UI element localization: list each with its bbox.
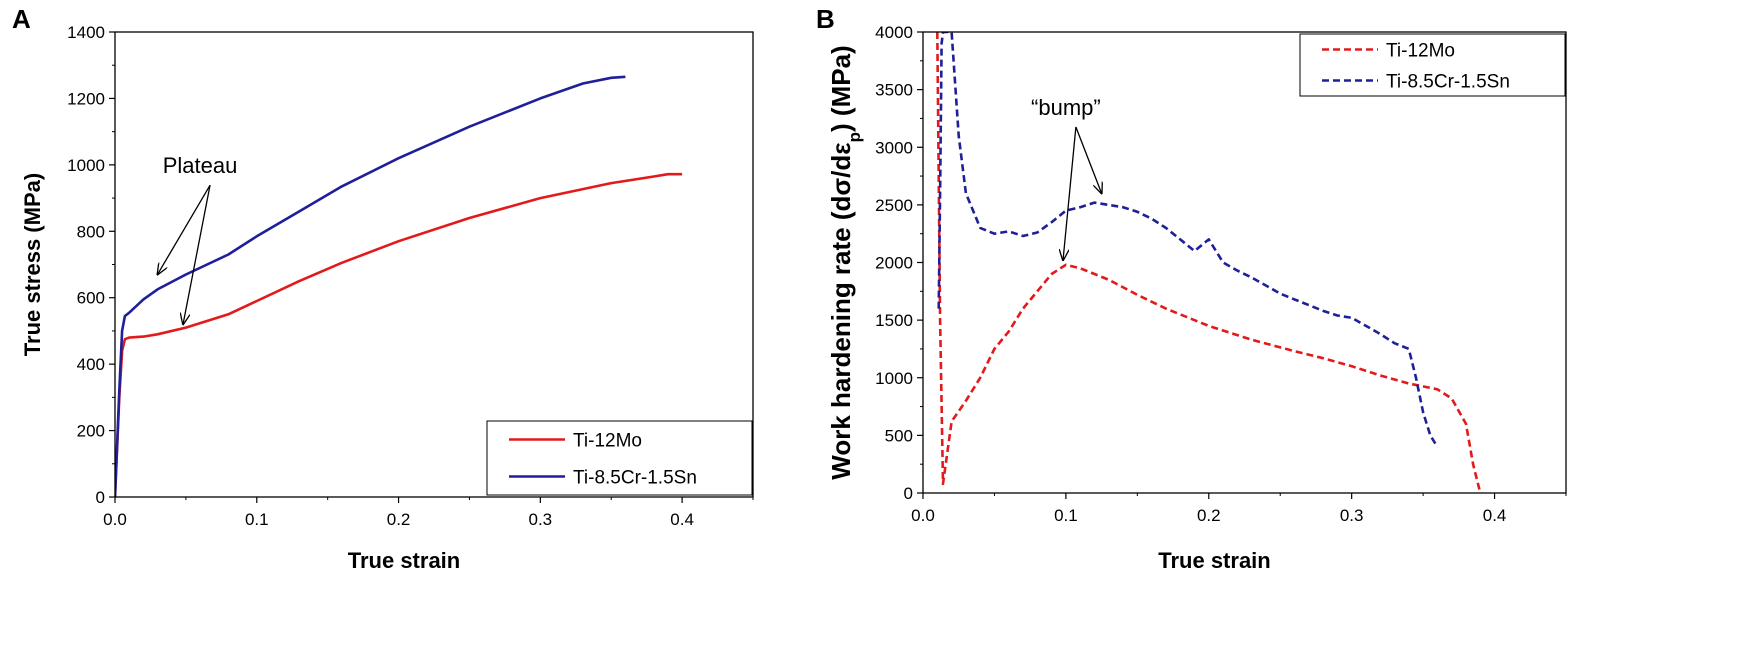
legend-box xyxy=(1299,33,1566,97)
y-axis-title-part: ) (MPa) xyxy=(826,45,856,132)
series-line-ti-8-5cr-1-5sn xyxy=(937,32,1439,448)
y-tick-label: 0 xyxy=(96,488,105,507)
x-tick-label: 0.2 xyxy=(387,510,411,529)
y-tick-label: 4000 xyxy=(875,23,913,42)
x-tick-label: 0.4 xyxy=(1483,506,1507,525)
series-group xyxy=(936,32,1482,493)
panel-b: B 0.0 0.1 0.2 0.3 0.4 0 500 1000 1500 2000 2500 3000… xyxy=(816,4,1567,573)
legend-label: Ti-12Mo xyxy=(573,431,642,452)
x-tick-label: 0.0 xyxy=(911,506,935,525)
x-tick-label: 0.2 xyxy=(1197,506,1221,525)
series-line-ti-8-5cr-1-5sn xyxy=(115,75,626,497)
y-axis-title-part: /d xyxy=(826,155,856,178)
y-axis-title-part: ε xyxy=(826,142,856,154)
x-tick-label: 0.3 xyxy=(1340,506,1364,525)
y-tick-label: 1200 xyxy=(67,89,105,108)
y-tick-label: 1400 xyxy=(67,23,105,42)
legend: Ti-12Mo Ti-8.5Cr-1.5Sn xyxy=(486,420,753,496)
y-tick-label: 500 xyxy=(885,426,913,445)
annotation-arrow xyxy=(1075,126,1102,193)
x-axis-title: True strain xyxy=(1158,548,1270,573)
y-tick-label: 800 xyxy=(77,222,105,241)
x-axis-title: True strain xyxy=(348,548,460,573)
series-line-ti-12mo xyxy=(936,32,1482,493)
plot-frame xyxy=(922,31,1567,494)
y-axis-title-part: σ xyxy=(826,178,856,196)
y-tick-label: 1000 xyxy=(875,369,913,388)
annotation-arrow xyxy=(1063,126,1077,260)
y-tick-label: 600 xyxy=(77,289,105,308)
legend-label: Ti-8.5Cr-1.5Sn xyxy=(573,468,697,489)
y-tick-label: 2500 xyxy=(875,196,913,215)
y-tick-label: 3500 xyxy=(875,81,913,100)
y-tick-label: 1500 xyxy=(875,311,913,330)
x-tick-label: 0.1 xyxy=(245,510,269,529)
y-tick-label: 400 xyxy=(77,355,105,374)
series-line-ti-12mo xyxy=(115,172,683,497)
y-tick-label: 1000 xyxy=(67,156,105,175)
panel-label-b: B xyxy=(816,4,835,34)
y-axis-title: Work hardening rate (dσ/dεp) (MPa) xyxy=(826,45,864,479)
x-tick-label: 0.3 xyxy=(529,510,553,529)
y-axis-title: True stress (MPa) xyxy=(20,173,45,356)
annotation-arrow xyxy=(158,184,211,274)
y-axis-title-part: p xyxy=(845,132,864,142)
y-tick-label: 3000 xyxy=(875,138,913,157)
y-tick-label: 0 xyxy=(904,484,913,503)
series-group xyxy=(115,75,683,497)
legend-box xyxy=(486,420,753,496)
x-tick-label: 0.4 xyxy=(670,510,694,529)
legend-label: Ti-8.5Cr-1.5Sn xyxy=(1386,72,1510,93)
x-tick-label: 0.0 xyxy=(103,510,127,529)
annotation-text: “bump” xyxy=(1031,95,1101,120)
y-axis-title-part: Work hardening rate (d xyxy=(826,196,856,480)
y-tick-label: 200 xyxy=(77,422,105,441)
annotation-arrow xyxy=(183,185,211,324)
panel-a: A 0.0 0.1 0.2 0.3 0.4 0 200 400 600 800 1000 1200 140… xyxy=(12,4,754,573)
legend-label: Ti-12Mo xyxy=(1386,41,1455,62)
panel-label-a: A xyxy=(12,4,31,34)
legend: Ti-12Mo Ti-8.5Cr-1.5Sn xyxy=(1299,33,1566,97)
annotation-text: Plateau xyxy=(163,153,238,178)
x-tick-label: 0.1 xyxy=(1054,506,1078,525)
y-tick-label: 2000 xyxy=(875,254,913,273)
